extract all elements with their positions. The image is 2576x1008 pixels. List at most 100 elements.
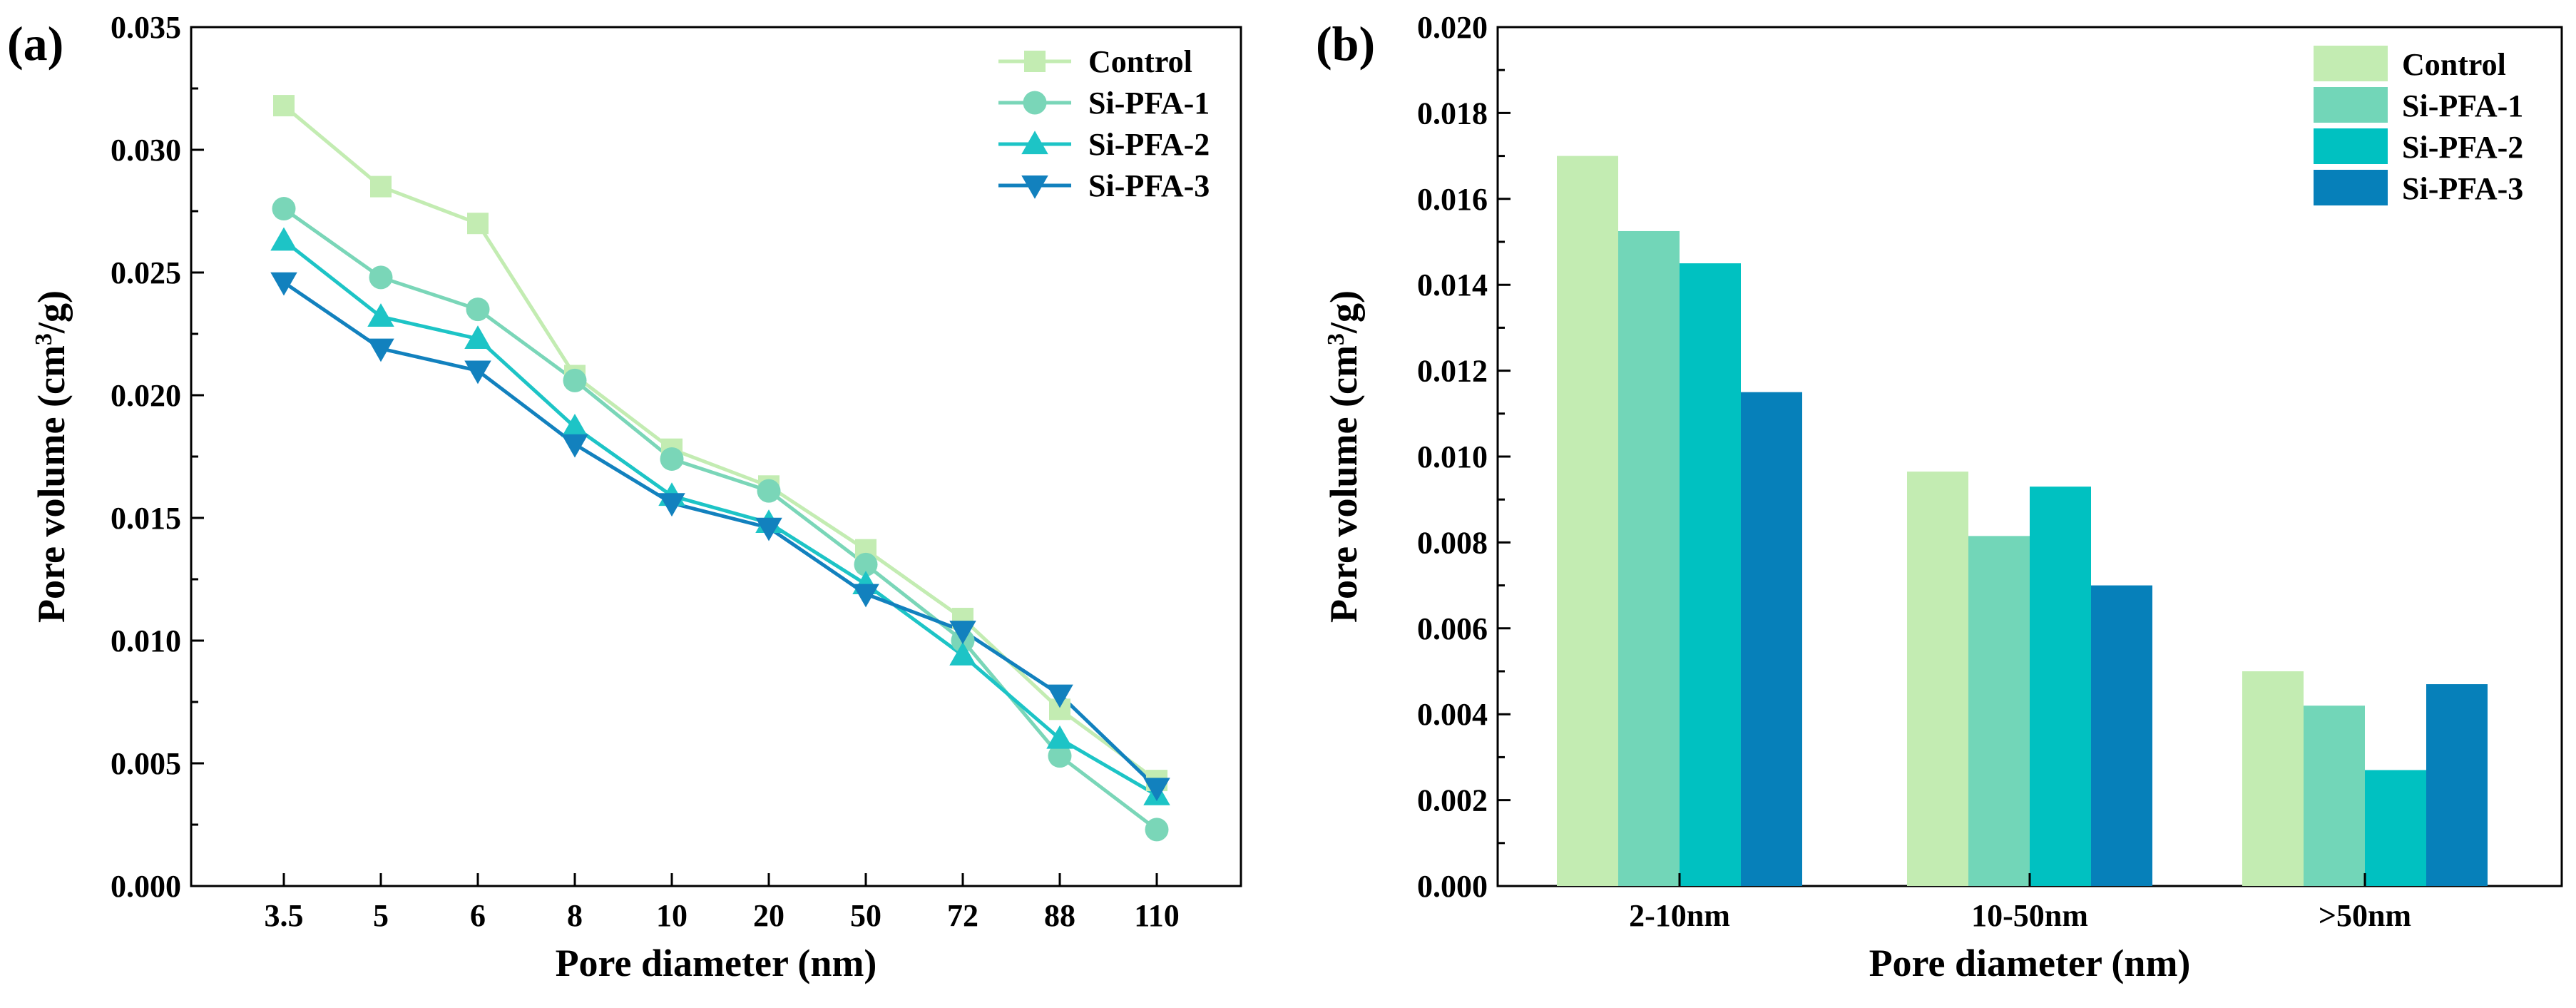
legend-marker-si-pfa-3 [1021, 175, 1048, 199]
panel-b-x-axis: 2-10nm 10-50nm >50nm [1629, 873, 2411, 933]
series-line-si-pfa-3 [282, 280, 1158, 790]
data-point-si-pfa-3 [367, 338, 394, 362]
y-tick-label: 0.000 [111, 869, 181, 904]
data-point-si-pfa-3 [852, 584, 879, 608]
data-point-si-pfa-1 [563, 368, 587, 392]
panel-a-legend: Control Si-PFA-1 Si-PFA-2 Si-PFA-3 [998, 44, 1210, 203]
bar-control-2-10nm [1557, 156, 1618, 887]
bar-si-pfa-2-50nm [2365, 770, 2426, 886]
y-tick-label: 0.010 [1417, 439, 1488, 474]
y-tick-label: 0.010 [111, 623, 181, 658]
legend-label-si-pfa-3: Si-PFA-3 [2402, 171, 2523, 206]
data-point-si-pfa-1 [1145, 818, 1169, 842]
y-tick-label: 0.004 [1417, 697, 1488, 732]
bar-control-10-50nm [1907, 472, 1968, 886]
y-tick-label: 0.030 [111, 133, 181, 168]
legend-label-si-pfa-3: Si-PFA-3 [1088, 168, 1210, 203]
bar-si-pfa-3-50nm [2426, 684, 2488, 886]
data-point-si-pfa-3 [755, 517, 782, 541]
panel-a-series [270, 95, 1170, 842]
y-tick-label: 0.018 [1417, 96, 1488, 131]
data-point-si-pfa-2 [561, 413, 588, 437]
x-tick-label: 5 [373, 898, 389, 933]
data-point-control [273, 95, 295, 117]
bar-si-pfa-1-50nm [2304, 706, 2365, 886]
bar-si-pfa-1-10-50nm [1968, 536, 2030, 886]
data-point-si-pfa-2 [270, 227, 297, 251]
x-tick-label: 110 [1134, 898, 1180, 933]
legend-label-si-pfa-2: Si-PFA-2 [1088, 127, 1210, 162]
y-tick-label: 0.002 [1417, 783, 1488, 818]
bar-control-50nm [2242, 671, 2304, 886]
panel-b-y-axis: 0.000 0.002 0.004 0.006 0.008 0.010 0.012 0.014… [1417, 10, 1511, 904]
panel-b-x-axis-title: Pore diameter (nm) [1869, 942, 2191, 984]
data-point-si-pfa-2 [367, 303, 394, 327]
data-point-si-pfa-2 [1046, 725, 1073, 749]
data-point-control [467, 213, 489, 235]
x-tick-label: 6 [470, 898, 486, 933]
data-point-si-pfa-1 [1048, 744, 1072, 768]
panel-b-legend: Control Si-PFA-1 Si-PFA-2 Si-PFA-3 [2314, 46, 2523, 206]
legend-marker-si-pfa-2 [1021, 131, 1048, 155]
x-tick-label: 20 [753, 898, 784, 933]
x-tick-label: 2-10nm [1629, 898, 1730, 933]
legend-swatch-si-pfa-1 [2314, 87, 2388, 123]
x-tick-label: 10 [656, 898, 688, 933]
data-point-control [370, 175, 392, 198]
panel-a-x-axis: 3.5 5 6 8 10 20 50 72 88 110 [265, 873, 1180, 933]
data-point-si-pfa-1 [660, 447, 684, 471]
bar-si-pfa-2-10-50nm [2030, 487, 2091, 886]
legend-label-control: Control [1088, 44, 1192, 79]
y-tick-label: 0.012 [1417, 354, 1488, 389]
data-point-si-pfa-2 [949, 641, 976, 666]
data-point-si-pfa-3 [464, 360, 491, 385]
legend-label-si-pfa-1: Si-PFA-1 [1088, 86, 1210, 121]
legend-swatch-si-pfa-3 [2314, 170, 2388, 205]
panel-a-x-axis-title: Pore diameter (nm) [556, 942, 877, 984]
y-tick-label: 0.035 [111, 10, 181, 45]
y-tick-label: 0.020 [111, 378, 181, 413]
data-point-si-pfa-2 [464, 325, 491, 349]
x-tick-label: 50 [850, 898, 881, 933]
x-tick-label: 72 [947, 898, 978, 933]
y-tick-label: 0.015 [111, 501, 181, 536]
y-tick-label: 0.020 [1417, 10, 1488, 45]
data-point-si-pfa-3 [561, 434, 588, 458]
y-tick-label: 0.006 [1417, 611, 1488, 646]
panel-a: (a) 0.0000.0050.0100.0150.0200.0250.0300… [7, 10, 1242, 984]
y-tick-label: 0.000 [1417, 869, 1488, 904]
y-tick-label: 0.005 [111, 746, 181, 781]
panel-b-label: (b) [1316, 16, 1375, 71]
data-point-si-pfa-3 [270, 272, 297, 296]
data-point-si-pfa-3 [658, 493, 685, 517]
data-point-si-pfa-3 [1143, 778, 1170, 802]
legend-label-si-pfa-2: Si-PFA-2 [2402, 130, 2523, 165]
legend-marker-si-pfa-1 [1023, 91, 1047, 115]
x-tick-label: 8 [567, 898, 583, 933]
panel-b-y-axis-title: Pore volume (cm3/g) [1322, 290, 1365, 623]
x-tick-label: 88 [1044, 898, 1075, 933]
bar-si-pfa-1-2-10nm [1618, 230, 1680, 886]
legend-label-si-pfa-1: Si-PFA-1 [2402, 88, 2523, 123]
y-tick-label: 0.014 [1417, 268, 1488, 302]
bar-si-pfa-3-10-50nm [2091, 585, 2152, 886]
data-point-si-pfa-1 [854, 552, 878, 576]
data-point-si-pfa-1 [369, 265, 393, 290]
panel-a-y-axis-title: Pore volume (cm3/g) [30, 290, 73, 623]
panel-b: (b) 0.0000.0020.0040.0060.0080.0100.0120… [1316, 10, 2563, 984]
y-tick-label: 0.008 [1417, 525, 1488, 560]
legend-label-control: Control [2402, 47, 2506, 82]
bar-si-pfa-3-2-10nm [1741, 392, 1802, 886]
legend-swatch-si-pfa-2 [2314, 128, 2388, 164]
bar-si-pfa-2-2-10nm [1680, 263, 1741, 887]
x-tick-label: 10-50nm [1971, 898, 2088, 933]
panel-a-y-axis: 0.000 0.005 0.010 0.015 0.020 0.025 0.030 0.035 [111, 10, 204, 904]
x-tick-label: 3.5 [265, 898, 304, 933]
panel-a-label: (a) [7, 16, 63, 71]
legend-swatch-control [2314, 46, 2388, 81]
y-tick-label: 0.025 [111, 255, 181, 290]
data-point-si-pfa-1 [466, 297, 490, 322]
series-line-si-pfa-2 [282, 239, 1158, 797]
